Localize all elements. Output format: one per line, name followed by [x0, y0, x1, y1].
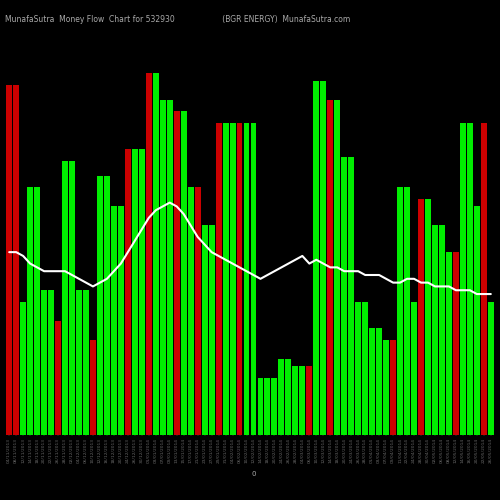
Bar	[404, 188, 410, 435]
Bar	[342, 157, 347, 435]
Bar	[383, 340, 389, 435]
Bar	[362, 302, 368, 435]
Bar	[222, 122, 228, 435]
Bar	[460, 122, 466, 435]
Bar	[104, 176, 110, 435]
Bar	[62, 160, 68, 435]
Bar	[34, 188, 40, 435]
Bar	[467, 122, 473, 435]
Bar	[397, 188, 403, 435]
Bar	[264, 378, 270, 435]
Bar	[292, 366, 298, 435]
Bar	[411, 302, 417, 435]
Text: MunafaSutra  Money Flow  Chart for 532930                    (BGR ENERGY)  Munaf: MunafaSutra Money Flow Chart for 532930 …	[5, 15, 350, 24]
Bar	[216, 122, 222, 435]
Bar	[481, 122, 487, 435]
Bar	[376, 328, 382, 435]
Bar	[48, 290, 54, 435]
Bar	[41, 290, 47, 435]
Bar	[306, 366, 312, 435]
Bar	[244, 122, 250, 435]
Bar	[55, 320, 61, 435]
Bar	[390, 340, 396, 435]
Bar	[320, 80, 326, 435]
Bar	[111, 206, 117, 435]
Bar	[125, 150, 131, 435]
Bar	[139, 150, 145, 435]
Bar	[328, 100, 333, 435]
Bar	[20, 302, 26, 435]
Bar	[202, 226, 207, 435]
Bar	[180, 111, 186, 435]
Bar	[6, 84, 12, 435]
Bar	[76, 290, 82, 435]
Bar	[160, 100, 166, 435]
Bar	[174, 111, 180, 435]
Bar	[272, 378, 278, 435]
Bar	[208, 226, 214, 435]
Bar	[453, 252, 459, 435]
Bar	[230, 122, 235, 435]
Bar	[97, 176, 103, 435]
Bar	[90, 340, 96, 435]
Bar	[314, 80, 320, 435]
Bar	[278, 359, 284, 435]
Bar	[439, 226, 445, 435]
Bar	[258, 378, 264, 435]
Bar	[425, 199, 431, 435]
Bar	[418, 199, 424, 435]
Bar	[69, 160, 75, 435]
Bar	[194, 188, 200, 435]
Bar	[369, 328, 375, 435]
Bar	[146, 73, 152, 435]
Bar	[488, 302, 494, 435]
Bar	[153, 73, 158, 435]
Bar	[27, 188, 33, 435]
Bar	[13, 84, 19, 435]
Bar	[83, 290, 89, 435]
Bar	[300, 366, 306, 435]
Bar	[167, 100, 172, 435]
Bar	[432, 226, 438, 435]
Bar	[118, 206, 124, 435]
Bar	[188, 188, 194, 435]
Bar	[250, 122, 256, 435]
Bar	[132, 150, 138, 435]
Bar	[446, 252, 452, 435]
Bar	[355, 302, 361, 435]
Text: 0: 0	[251, 471, 256, 477]
Bar	[474, 206, 480, 435]
Bar	[286, 359, 292, 435]
Bar	[334, 100, 340, 435]
Bar	[236, 122, 242, 435]
Bar	[348, 157, 354, 435]
